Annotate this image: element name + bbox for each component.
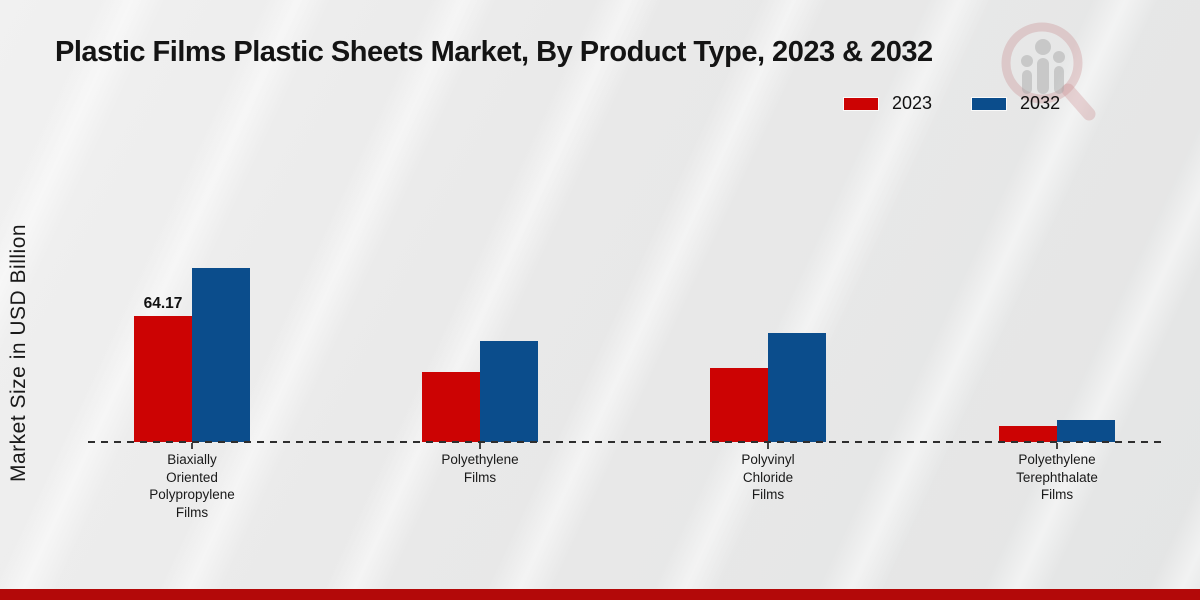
bar-2023-category-1 [422, 372, 480, 442]
chart-title: Plastic Films Plastic Sheets Market, By … [55, 36, 933, 68]
bar-2023-category-2 [710, 368, 768, 442]
bar-2032-category-2 [768, 333, 826, 442]
category-label-3: Polyethylene Terephthalate Films [1016, 452, 1098, 502]
legend-label-2023: 2023 [892, 93, 933, 113]
category-label-1: Polyethylene Films [441, 452, 519, 485]
x-axis-tick [191, 443, 193, 449]
x-axis-tick [479, 443, 481, 449]
legend-item-2032: 2032 [972, 93, 1060, 114]
category-label-0: Biaxially Oriented Polypropylene Films [149, 452, 235, 520]
x-axis-tick [1056, 443, 1058, 449]
bar-value-label: 64.17 [143, 295, 183, 312]
x-axis-tick [767, 443, 769, 449]
legend-label-2032: 2032 [1020, 93, 1061, 113]
legend-item-2023: 2023 [844, 93, 932, 114]
category-label-2: Polyvinyl Chloride Films [741, 452, 795, 502]
zero-baseline [88, 441, 1164, 443]
bar-2032-category-3 [1057, 420, 1115, 442]
bar-2032-category-0 [192, 268, 250, 442]
legend-swatch-2032 [972, 97, 1007, 110]
legend: 2023 2032 [844, 93, 1060, 114]
bar-2023-category-3 [999, 426, 1057, 442]
legend-swatch-2023 [844, 97, 878, 110]
bar-2023-category-0 [134, 316, 192, 442]
footer-stripe [0, 589, 1200, 600]
watermark-logo-icon [1001, 22, 1096, 121]
bar-2032-category-1 [480, 341, 538, 442]
